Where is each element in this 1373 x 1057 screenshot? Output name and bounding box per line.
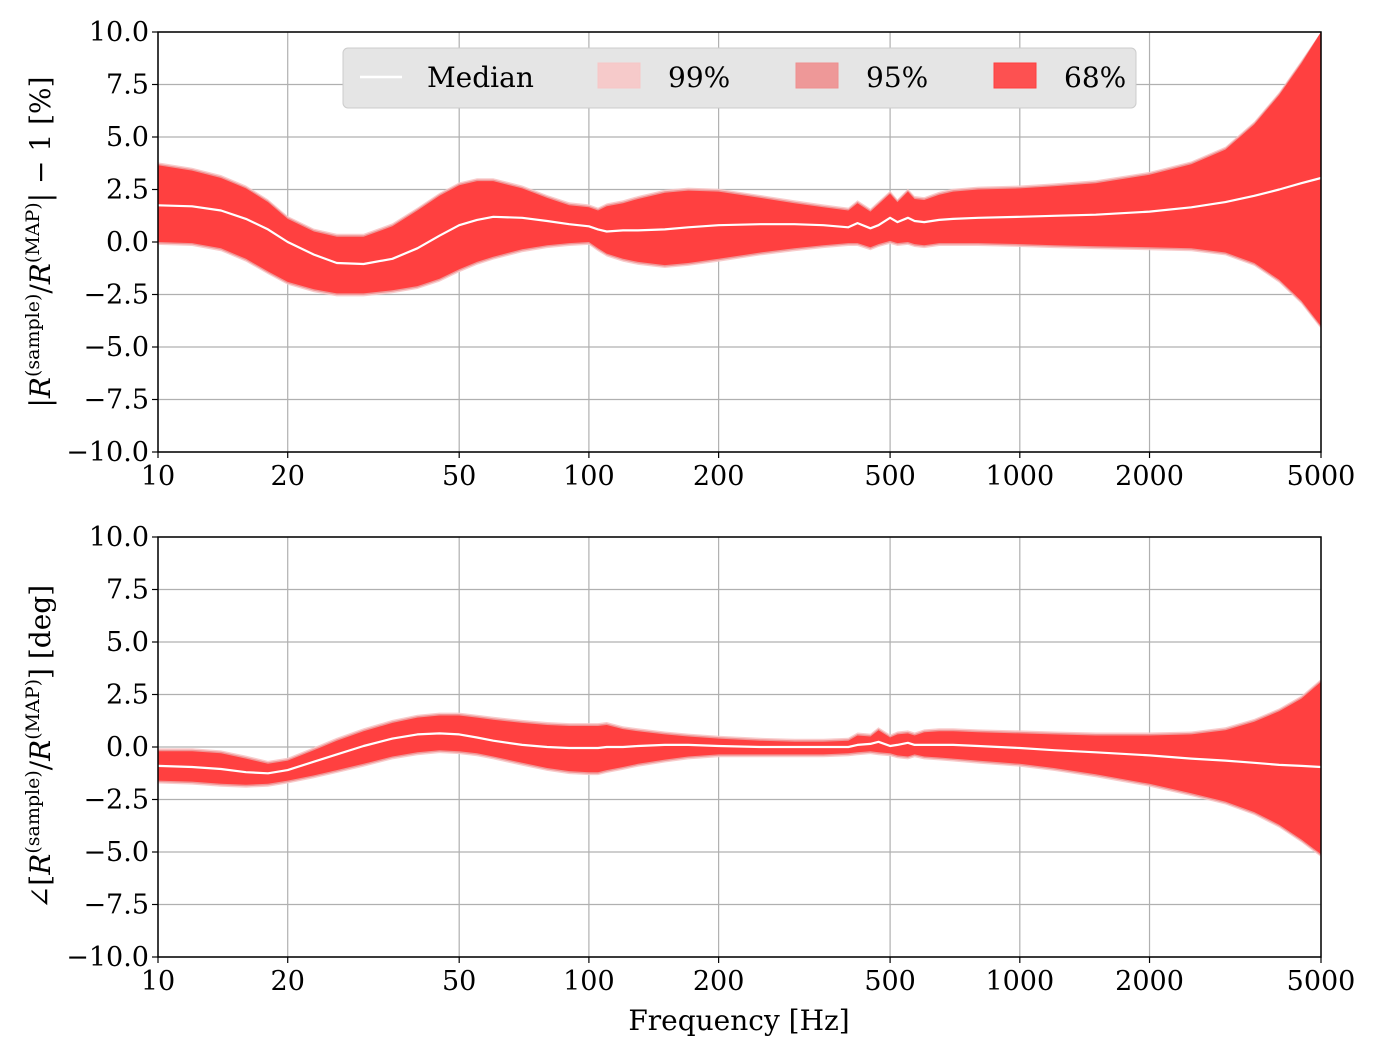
legend-label-99: 99% [668, 61, 730, 94]
ylabel-sup2: (MAP) [22, 202, 44, 263]
legend-label-median: Median [427, 61, 534, 94]
x-tick-label: 1000 [985, 461, 1054, 492]
x-tick-label: 20 [271, 461, 305, 492]
ylabel-slash: / [24, 284, 57, 294]
legend-box [342, 47, 1137, 109]
ylabel-sup1: (sample) [22, 294, 44, 377]
x-tick-label: 500 [864, 966, 916, 997]
ylabel-open: | [24, 398, 57, 407]
x-tick-label: 200 [693, 461, 745, 492]
y-tick-labels: −10.0 −7.5 −5.0 −2.5 0.0 2.5 5.0 7.5 10.0 [66, 17, 158, 468]
legend-entry-95: 95% [795, 61, 928, 94]
ylabel-close: ] [deg] [24, 585, 57, 679]
x-axis-label: Frequency [Hz] [628, 1004, 849, 1037]
legend-label-95: 95% [866, 61, 928, 94]
y-tick-label: 10.0 [89, 522, 149, 553]
median-line [157, 176, 1322, 266]
legend-label-68: 68% [1064, 61, 1126, 94]
legend: Median 99% 95% 68% [342, 47, 1137, 109]
legend-swatch-95 [795, 62, 839, 89]
top-panel-magnitude: 10 20 50 100 200 500 1000 2000 5000 −10.0 −7.5 −5.… [22, 17, 1355, 492]
x-tick-labels: 10 20 50 100 200 500 1000 2000 5000 [141, 452, 1356, 492]
x-tick-label: 200 [693, 966, 745, 997]
legend-entry-99: 99% [597, 61, 730, 94]
y-tick-label: −7.5 [83, 385, 149, 416]
ylabel-base1: R [24, 377, 57, 399]
ylabel-base1: R [24, 854, 57, 876]
band-68 [158, 32, 1321, 326]
x-tick-labels: 10 20 50 100 200 500 1000 2000 5000 [141, 957, 1356, 997]
ylabel-close: | − 1 [%] [24, 76, 57, 202]
x-tick-label: 2000 [1115, 461, 1184, 492]
x-tick-label: 100 [563, 461, 615, 492]
median-line [157, 732, 1322, 775]
x-tick-label: 5000 [1287, 966, 1356, 997]
x-tick-label: 20 [271, 966, 305, 997]
x-tick-label: 10 [141, 461, 175, 492]
y-axis-label: |R(sample)/R(MAP)| − 1 [%] [22, 76, 57, 407]
y-tick-label: −5.0 [83, 332, 149, 363]
y-tick-label: 0.0 [106, 732, 149, 763]
ylabel-sup1: (sample) [22, 770, 44, 853]
median-polyline [157, 732, 1322, 775]
legend-entry-68: 68% [993, 61, 1126, 94]
ylabel-sup2: (MAP) [22, 679, 44, 740]
y-tick-labels: −10.0 −7.5 −5.0 −2.5 0.0 2.5 5.0 7.5 10.0 [66, 522, 158, 973]
confidence-bands [158, 679, 1321, 857]
band-68 [158, 681, 1321, 855]
x-tick-label: 50 [442, 966, 476, 997]
y-tick-label: 7.5 [106, 575, 149, 606]
y-tick-label: 7.5 [106, 70, 149, 101]
ylabel-base2: R [24, 263, 57, 285]
legend-entry-median: Median [360, 61, 534, 94]
ylabel-base2: R [24, 740, 57, 762]
y-axis-label: ∠[R(sample)/R(MAP)] [deg] [22, 585, 57, 909]
x-tick-label: 5000 [1287, 461, 1356, 492]
y-tick-label: −2.5 [83, 280, 149, 311]
y-tick-label: 0.0 [106, 227, 149, 258]
x-tick-label: 2000 [1115, 966, 1184, 997]
x-tick-label: 100 [563, 966, 615, 997]
confidence-bands [158, 32, 1321, 329]
ylabel-slash: / [24, 760, 57, 770]
x-tick-label: 1000 [985, 966, 1054, 997]
y-tick-label: −10.0 [66, 437, 149, 468]
y-tick-label: −10.0 [66, 942, 149, 973]
median-polyline [157, 176, 1322, 266]
y-tick-label: 10.0 [89, 17, 149, 48]
x-tick-label: 10 [141, 966, 175, 997]
y-tick-label: 5.0 [106, 627, 149, 658]
legend-swatch-68 [993, 62, 1037, 89]
bottom-panel-phase: 10 20 50 100 200 500 1000 2000 5000 −10.0 −7.5 −5.… [22, 522, 1355, 997]
y-tick-label: −7.5 [83, 890, 149, 921]
y-tick-label: 2.5 [106, 175, 149, 206]
x-tick-label: 500 [864, 461, 916, 492]
ylabel-open: ∠[ [24, 875, 57, 909]
y-tick-label: −5.0 [83, 837, 149, 868]
y-tick-label: 5.0 [106, 122, 149, 153]
y-tick-label: 2.5 [106, 680, 149, 711]
y-tick-label: −2.5 [83, 785, 149, 816]
legend-swatch-99 [597, 62, 641, 89]
x-tick-label: 50 [442, 461, 476, 492]
